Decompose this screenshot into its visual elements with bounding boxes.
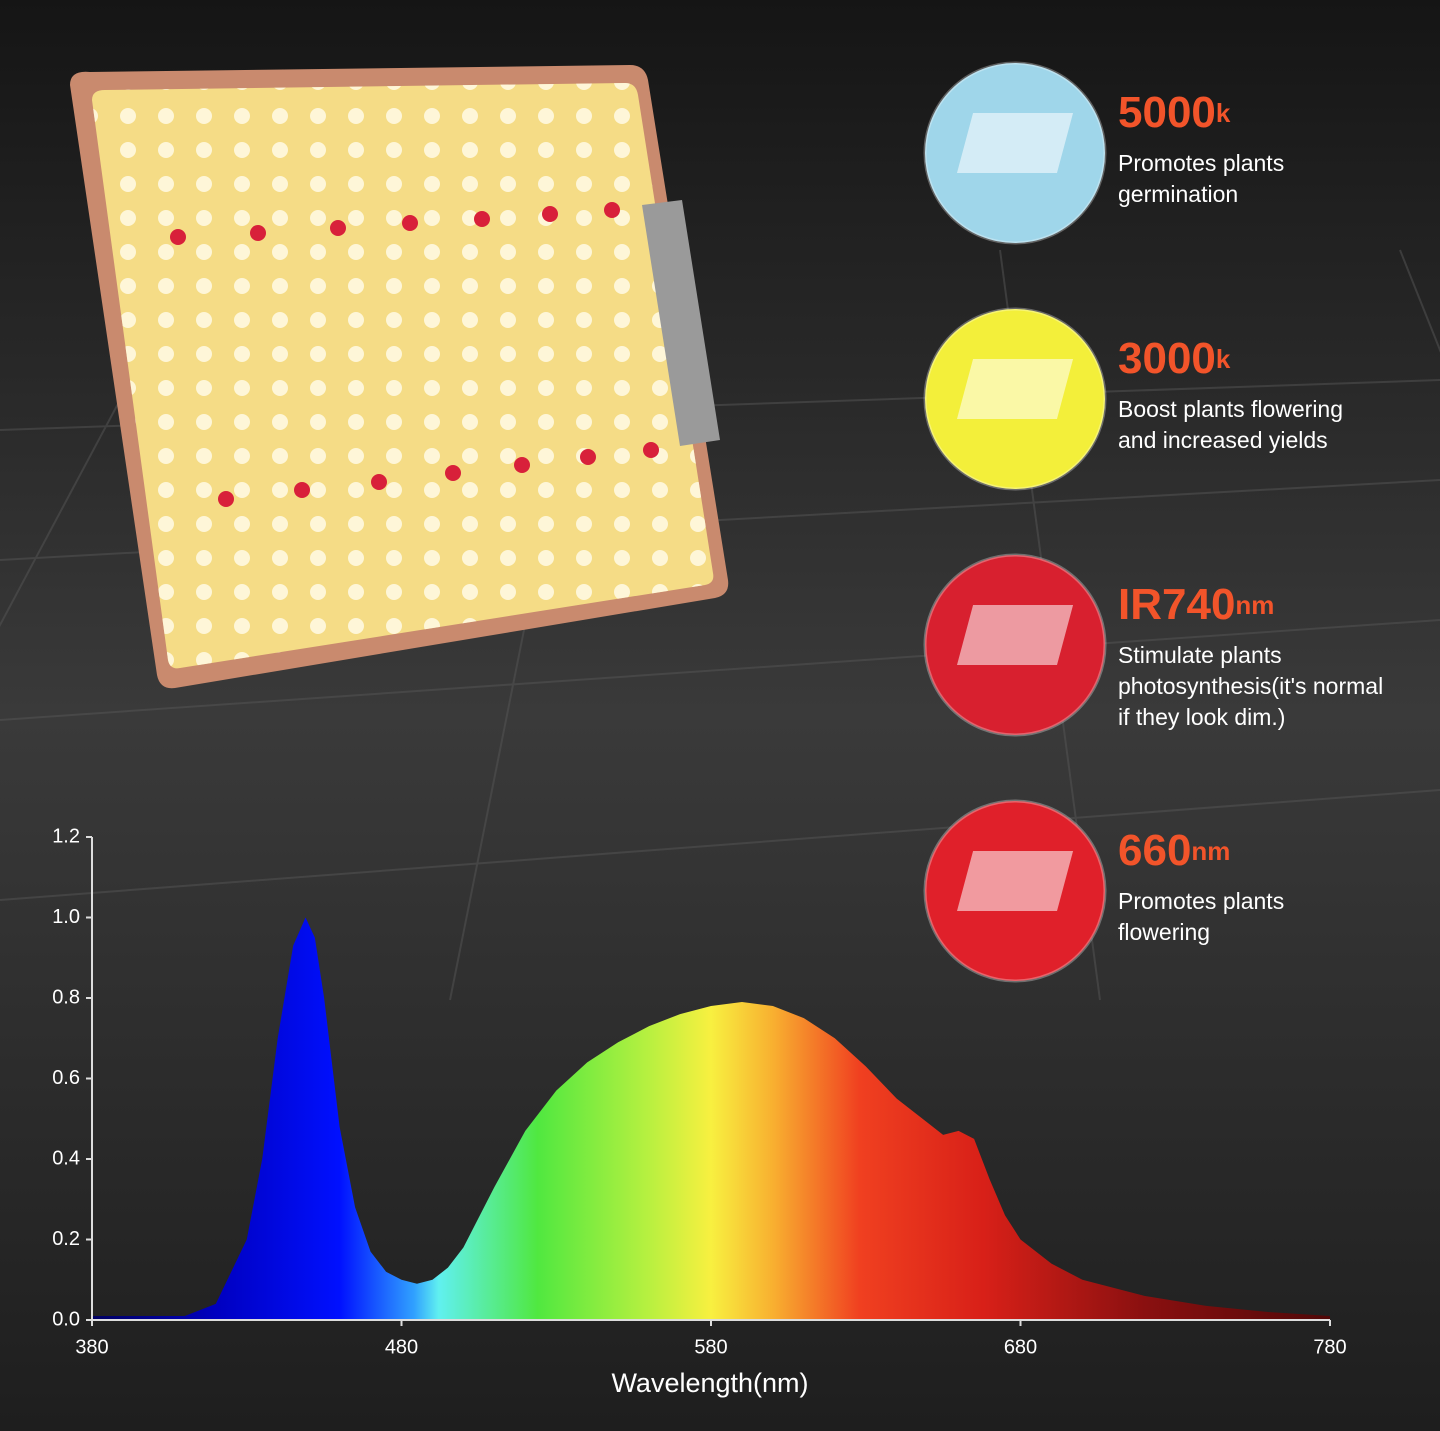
feature-unit: nm (1235, 590, 1274, 620)
feature-title: 660nm (1118, 826, 1230, 875)
y-tick-label: 0.6 (52, 1067, 80, 1089)
y-tick-label: 1.0 (52, 906, 80, 928)
feature-description: and increased yields (1118, 427, 1328, 453)
feature-value: 3000 (1118, 334, 1216, 383)
x-tick-label: 680 (1004, 1336, 1037, 1358)
chip-icon (956, 359, 1074, 419)
spectrum-area (92, 917, 1330, 1320)
feature-value: 5000 (1118, 88, 1216, 137)
feature-description: photosynthesis(it's normal (1118, 673, 1383, 699)
x-tick-label: 580 (694, 1336, 727, 1358)
feature-unit: nm (1191, 836, 1230, 866)
feature-value: 660 (1118, 826, 1191, 875)
feature-title: 3000k (1118, 334, 1231, 383)
x-axis-label: Wavelength(nm) (611, 1368, 808, 1398)
y-tick-label: 0.8 (52, 986, 80, 1008)
y-tick-label: 0.0 (52, 1308, 80, 1330)
feature-description: Stimulate plants (1118, 642, 1282, 668)
feature-unit: k (1216, 98, 1231, 128)
y-tick-label: 0.2 (52, 1228, 80, 1250)
chip-icon (957, 851, 1074, 911)
y-tick-label: 1.2 (52, 825, 80, 847)
y-tick-label: 0.4 (52, 1147, 80, 1169)
feature-title: IR740nm (1118, 580, 1274, 629)
feature-description: flowering (1118, 919, 1210, 945)
x-tick-label: 780 (1313, 1336, 1346, 1358)
feature-description: if they look dim.) (1118, 704, 1285, 730)
feature-description: Promotes plants (1118, 150, 1284, 176)
feature-description: Boost plants flowering (1118, 396, 1343, 422)
feature-description: germination (1118, 181, 1238, 207)
x-tick-label: 380 (75, 1336, 108, 1358)
chip-icon (956, 113, 1074, 173)
x-tick-label: 480 (385, 1336, 418, 1358)
feature-description: Promotes plants (1118, 888, 1284, 914)
led-panel (70, 65, 729, 689)
spectrum-chart: 0.0 0.2 0.4 0.6 0.8 1.0 1.2 380 480 580 680 780 Wave… (52, 825, 1347, 1398)
feature-unit: k (1216, 344, 1231, 374)
chip-icon (956, 605, 1074, 665)
feature-value: IR740 (1118, 580, 1235, 629)
feature-title: 5000k (1118, 88, 1231, 137)
